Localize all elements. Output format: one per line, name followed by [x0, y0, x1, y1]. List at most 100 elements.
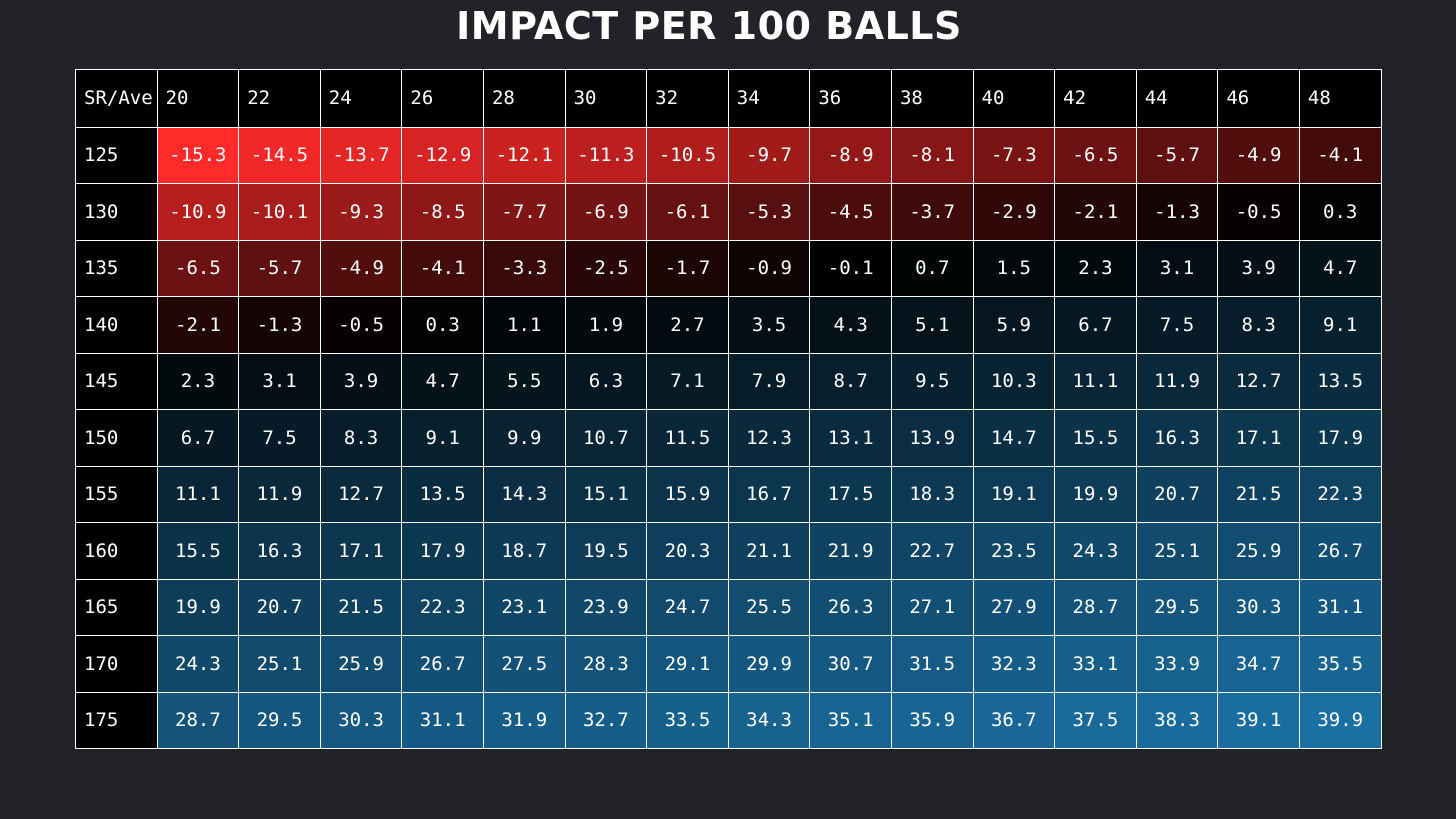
heatmap-cell: 18.3 [890, 465, 974, 523]
heatmap-cell: 25.5 [727, 578, 811, 636]
heatmap-cell: 35.5 [1298, 635, 1382, 693]
heatmap-cell: 11.9 [1135, 352, 1219, 410]
heatmap-cell: -9.7 [727, 126, 811, 184]
heatmap-cell: 24.3 [1054, 522, 1137, 580]
heatmap-cell: 26.7 [401, 635, 484, 693]
column-header: 20 [156, 69, 240, 128]
heatmap-cell: 2.7 [646, 296, 729, 354]
heatmap-cell: 11.1 [1054, 352, 1137, 410]
heatmap-cell: 38.3 [1135, 691, 1219, 749]
heatmap-cell: 12.7 [319, 465, 403, 523]
heatmap-body: 125 -15.3 -14.5 -13.7 -12.9 -12.1 -11.3 -10.5 -9… [75, 126, 1382, 749]
heatmap-cell: -1.3 [238, 296, 321, 354]
heatmap-cell: 13.5 [1298, 352, 1382, 410]
heatmap-cell: 10.7 [564, 409, 648, 467]
column-header: 30 [564, 69, 648, 128]
heatmap-cell: 29.5 [238, 691, 321, 749]
column-header: 28 [482, 69, 566, 128]
heatmap-cell: 35.9 [890, 691, 974, 749]
heatmap-cell: 28.7 [156, 691, 240, 749]
heatmap-cell: 30.3 [1217, 578, 1300, 636]
heatmap-cell: 23.5 [972, 522, 1056, 580]
row-header: 145 [75, 352, 158, 410]
column-header: 40 [972, 69, 1056, 128]
heatmap-cell: 27.1 [890, 578, 974, 636]
column-header: 38 [890, 69, 974, 128]
heatmap-cell: 17.1 [319, 522, 403, 580]
heatmap-cell: -2.1 [1054, 183, 1137, 241]
heatmap-cell: -8.5 [401, 183, 484, 241]
heatmap-cell: -13.7 [319, 126, 403, 184]
heatmap-cell: 29.1 [646, 635, 729, 693]
column-header: 36 [809, 69, 892, 128]
heatmap-cell: 34.3 [727, 691, 811, 749]
heatmap-cell: 15.5 [156, 522, 240, 580]
heatmap-cell: 39.1 [1217, 691, 1300, 749]
heatmap-cell: 20.7 [238, 578, 321, 636]
heatmap-cell: -4.1 [1298, 126, 1382, 184]
heatmap-cell: -2.1 [156, 296, 240, 354]
heatmap-cell: -10.5 [646, 126, 729, 184]
heatmap-cell: 35.1 [809, 691, 892, 749]
heatmap-cell: -0.5 [319, 296, 403, 354]
header-row: SR/Ave 20 22 24 26 28 30 32 34 36 38 40 42 44 46 48 [75, 69, 1382, 128]
heatmap-cell: -12.9 [401, 126, 484, 184]
heatmap-cell: 28.7 [1054, 578, 1137, 636]
heatmap-cell: 17.5 [809, 465, 892, 523]
heatmap-cell: 7.9 [727, 352, 811, 410]
heatmap-cell: -15.3 [156, 126, 240, 184]
column-header: 46 [1217, 69, 1300, 128]
heatmap-cell: -8.9 [809, 126, 892, 184]
table-row: 150 6.7 7.5 8.3 9.1 9.9 10.7 11.5 12.3 13.1 13.9 14… [75, 409, 1382, 467]
heatmap-cell: 22.7 [890, 522, 974, 580]
heatmap-cell: 34.7 [1217, 635, 1300, 693]
table-row: 125 -15.3 -14.5 -13.7 -12.9 -12.1 -11.3 -10.5 -9… [75, 126, 1382, 184]
heatmap-cell: -6.5 [1054, 126, 1137, 184]
heatmap-cell: 19.5 [564, 522, 648, 580]
heatmap-cell: -10.1 [238, 183, 321, 241]
column-header: 22 [238, 69, 321, 128]
heatmap-cell: 11.1 [156, 465, 240, 523]
heatmap-cell: 15.9 [646, 465, 729, 523]
heatmap-cell: 31.9 [482, 691, 566, 749]
heatmap-cell: -9.3 [319, 183, 403, 241]
heatmap-cell: -5.3 [727, 183, 811, 241]
heatmap-cell: 25.9 [319, 635, 403, 693]
heatmap-cell: 18.7 [482, 522, 566, 580]
column-header: 48 [1298, 69, 1382, 128]
heatmap-cell: 2.3 [1054, 239, 1137, 297]
heatmap-cell: 11.5 [646, 409, 729, 467]
heatmap-cell: -3.3 [482, 239, 566, 297]
heatmap-cell: 31.1 [401, 691, 484, 749]
column-header: 44 [1135, 69, 1219, 128]
row-header: 130 [75, 183, 158, 241]
heatmap-cell: 13.1 [809, 409, 892, 467]
heatmap-cell: 22.3 [1298, 465, 1382, 523]
heatmap-cell: 3.5 [727, 296, 811, 354]
heatmap-cell: 29.9 [727, 635, 811, 693]
column-header: 24 [319, 69, 403, 128]
heatmap-cell: 4.7 [1298, 239, 1382, 297]
heatmap-cell: 9.1 [401, 409, 484, 467]
heatmap-cell: 0.3 [1298, 183, 1382, 241]
heatmap-cell: 15.5 [1054, 409, 1137, 467]
heatmap-cell: -6.5 [156, 239, 240, 297]
heatmap-cell: 20.7 [1135, 465, 1219, 523]
heatmap-cell: 37.5 [1054, 691, 1137, 749]
heatmap-cell: 8.3 [1217, 296, 1300, 354]
heatmap-cell: 24.7 [646, 578, 729, 636]
heatmap-cell: 4.3 [809, 296, 892, 354]
heatmap-cell: 32.7 [564, 691, 648, 749]
heatmap-cell: -10.9 [156, 183, 240, 241]
table-row: 175 28.7 29.5 30.3 31.1 31.9 32.7 33.5 34.3 35.1 3… [75, 691, 1382, 749]
heatmap-cell: 0.7 [890, 239, 974, 297]
heatmap-cell: 33.5 [646, 691, 729, 749]
heatmap-cell: 1.1 [482, 296, 566, 354]
heatmap-cell: 6.7 [156, 409, 240, 467]
heatmap-cell: -5.7 [238, 239, 321, 297]
row-header: 125 [75, 126, 158, 184]
heatmap-cell: 11.9 [238, 465, 321, 523]
heatmap-cell: 33.9 [1135, 635, 1219, 693]
heatmap-cell: -4.9 [1217, 126, 1300, 184]
column-header: 34 [727, 69, 811, 128]
